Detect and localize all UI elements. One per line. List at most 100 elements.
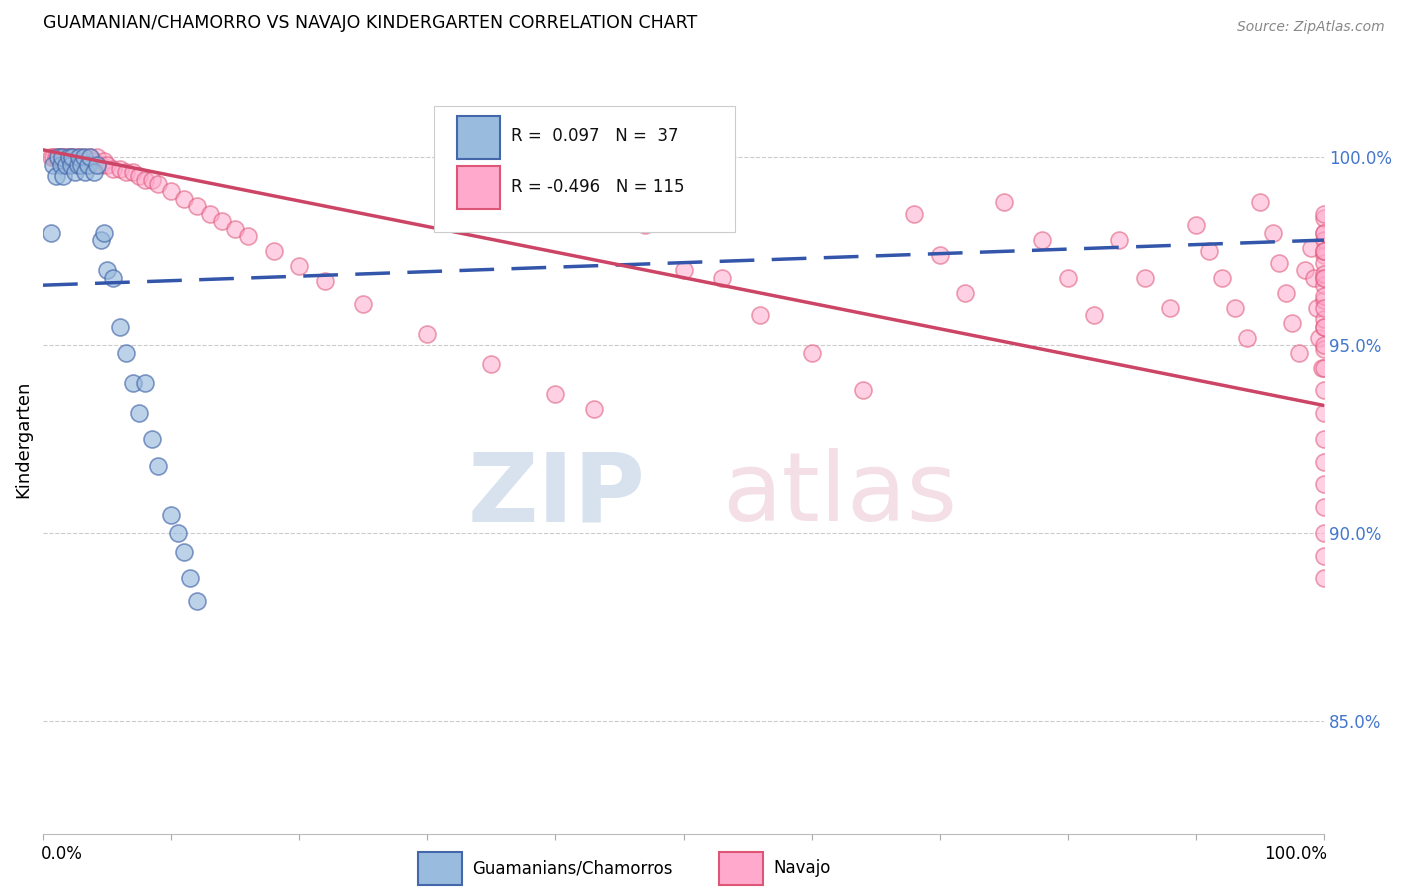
Point	[76, 158, 98, 172]
Point	[166, 526, 188, 541]
Point	[148, 458, 170, 473]
Point	[39, 226, 62, 240]
Text: 0.0%: 0.0%	[41, 846, 83, 863]
Point	[1313, 455, 1336, 469]
Point	[62, 150, 84, 164]
Point	[108, 161, 131, 176]
FancyBboxPatch shape	[434, 106, 735, 233]
Point	[1313, 270, 1336, 285]
Point	[1281, 316, 1303, 330]
Point	[67, 150, 90, 164]
Point	[42, 150, 65, 164]
Point	[121, 165, 143, 179]
Point	[1223, 301, 1246, 315]
Point	[749, 308, 772, 322]
Point	[45, 150, 67, 164]
Point	[1313, 301, 1336, 315]
Point	[42, 158, 65, 172]
Point	[48, 150, 70, 164]
Point	[236, 229, 259, 244]
FancyBboxPatch shape	[457, 117, 501, 159]
Point	[1308, 331, 1330, 345]
Point	[75, 154, 97, 169]
Point	[1313, 244, 1336, 259]
Point	[45, 169, 67, 183]
Point	[103, 161, 125, 176]
Point	[1057, 270, 1080, 285]
Point	[83, 154, 105, 169]
Point	[928, 248, 950, 262]
Point	[352, 297, 374, 311]
Point	[416, 327, 439, 342]
Point	[1313, 477, 1336, 491]
Point	[1313, 289, 1336, 303]
Point	[141, 433, 163, 447]
Point	[128, 169, 150, 183]
Point	[121, 376, 143, 390]
Point	[63, 165, 86, 179]
Point	[66, 154, 89, 169]
Point	[955, 285, 977, 300]
Point	[49, 158, 72, 172]
Point	[160, 184, 183, 198]
Point	[1261, 226, 1284, 240]
Point	[1313, 248, 1336, 262]
Point	[115, 346, 138, 360]
Point	[1303, 270, 1326, 285]
Point	[108, 319, 131, 334]
Point	[96, 263, 118, 277]
Point	[67, 150, 90, 164]
Point	[1288, 346, 1310, 360]
Point	[1185, 218, 1208, 232]
Point	[90, 158, 112, 172]
Point	[1313, 338, 1336, 352]
Text: R = -0.496   N = 115: R = -0.496 N = 115	[510, 178, 685, 195]
Point	[1313, 226, 1336, 240]
Point	[481, 357, 503, 371]
Point	[1211, 270, 1233, 285]
Point	[186, 594, 208, 608]
Point	[86, 150, 108, 164]
Point	[1083, 308, 1105, 322]
Point	[55, 150, 77, 164]
FancyBboxPatch shape	[457, 166, 501, 209]
Point	[1313, 384, 1336, 398]
Text: Guamanians/Chamorros: Guamanians/Chamorros	[472, 859, 672, 877]
Point	[51, 154, 73, 169]
Text: ZIP: ZIP	[467, 448, 645, 541]
Point	[58, 150, 80, 164]
Point	[1313, 270, 1336, 285]
Point	[1249, 195, 1271, 210]
Point	[134, 173, 156, 187]
FancyBboxPatch shape	[720, 852, 763, 885]
Point	[1108, 233, 1130, 247]
Point	[1275, 285, 1298, 300]
Text: GUAMANIAN/CHAMORRO VS NAVAJO KINDERGARTEN CORRELATION CHART: GUAMANIAN/CHAMORRO VS NAVAJO KINDERGARTE…	[44, 14, 697, 32]
Point	[115, 165, 138, 179]
Point	[1268, 255, 1291, 269]
Point	[90, 233, 112, 247]
Point	[55, 158, 77, 172]
Point	[1198, 244, 1220, 259]
Point	[224, 221, 246, 235]
Point	[1236, 331, 1258, 345]
Point	[1313, 293, 1336, 308]
Point	[711, 270, 734, 285]
Point	[186, 199, 208, 213]
Point	[93, 226, 115, 240]
Point	[48, 150, 70, 164]
Point	[1313, 226, 1336, 240]
Point	[1313, 244, 1336, 259]
Point	[93, 154, 115, 169]
Point	[634, 218, 657, 232]
Point	[79, 150, 101, 164]
Point	[51, 150, 73, 164]
Point	[103, 270, 125, 285]
Point	[1313, 267, 1336, 281]
Point	[58, 150, 80, 164]
Point	[1313, 572, 1336, 586]
Point	[1313, 549, 1336, 563]
Point	[1313, 312, 1336, 326]
Text: Source: ZipAtlas.com: Source: ZipAtlas.com	[1237, 20, 1385, 34]
Point	[852, 384, 875, 398]
